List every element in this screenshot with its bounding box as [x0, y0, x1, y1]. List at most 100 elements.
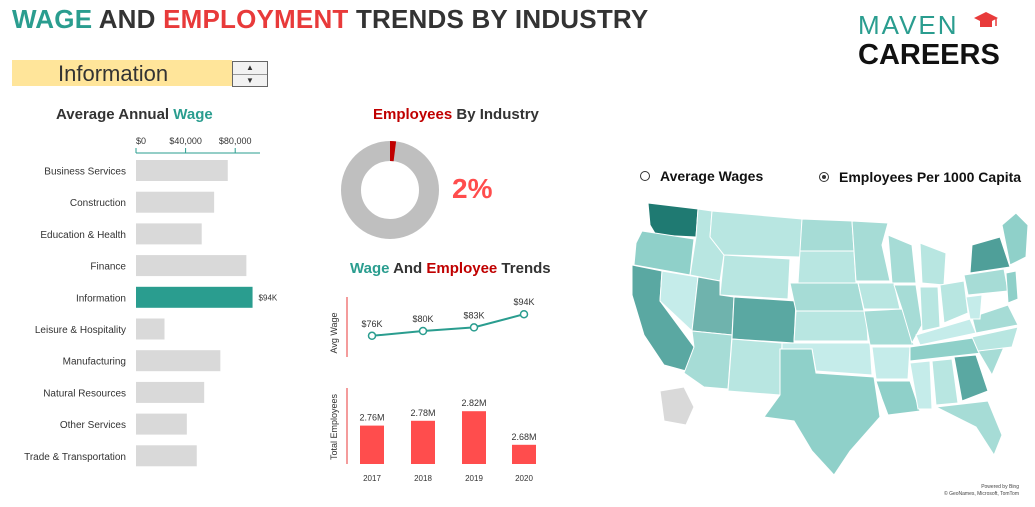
wage-bar [136, 318, 165, 340]
map-state-mo[interactable] [863, 308, 915, 346]
category-label: Other Services [60, 420, 126, 431]
maven-careers-logo: MAVEN CAREERS [858, 10, 1008, 71]
map-state-ia[interactable] [857, 282, 901, 310]
map-option-average-wages[interactable]: Average Wages [640, 168, 763, 184]
attribution-line1: Powered by Bing [981, 484, 1019, 490]
category-label: Education & Health [40, 230, 126, 241]
attribution-line2: © GeoNames, Microsoft, TomTom [944, 491, 1019, 497]
donut-slice-other [341, 141, 439, 239]
map-state-sd[interactable] [797, 250, 857, 284]
wage-bar [136, 223, 202, 245]
map-attribution: Powered by Bing © GeoNames, Microsoft, T… [944, 484, 1019, 498]
map-state-va[interactable] [971, 304, 1019, 334]
wage-trend-line [371, 313, 525, 337]
map-state-ga[interactable] [953, 354, 989, 402]
wage-line-chart: Avg Wage $76K $80K $83K $94K [329, 297, 535, 357]
map-state-mn[interactable] [851, 220, 891, 282]
category-label: Manufacturing [63, 357, 126, 368]
y-axis-label: Total Employees [329, 393, 339, 460]
category-label: Construction [70, 198, 126, 209]
employee-bar-label: 2.78M [410, 408, 435, 418]
map-state-ak[interactable] [659, 386, 695, 426]
employee-bar-label: 2.76M [359, 413, 384, 423]
wage-bar [136, 255, 247, 277]
map-state-wv[interactable] [965, 294, 983, 320]
donut-heading: Employees By Industry [373, 106, 539, 123]
y-axis-label: Avg Wage [329, 312, 339, 353]
map-state-new-england[interactable] [1001, 212, 1029, 266]
map-state-mi[interactable] [919, 242, 947, 286]
wage-point [418, 326, 428, 336]
map-option-average-wages-label: Average Wages [660, 168, 764, 184]
wage-bar [136, 160, 228, 181]
title-part-and: AND [92, 4, 164, 34]
map-state-oh[interactable] [939, 280, 969, 324]
map-state-wa[interactable] [647, 202, 699, 238]
employee-bar-label: 2.82M [461, 398, 486, 408]
category-label: Information [76, 293, 126, 304]
spinner-up-button[interactable]: ▲ [233, 62, 267, 75]
map-state-nm[interactable] [727, 338, 783, 396]
trends-heading: Wage And Employee Trends [350, 260, 551, 277]
map-state-mt[interactable] [709, 210, 803, 258]
wage-data-label: $94K [259, 293, 278, 302]
map-state-la[interactable] [875, 380, 921, 416]
wage-bar [136, 381, 205, 403]
map-state-nd[interactable] [799, 218, 855, 252]
map-option-employees-per-capita[interactable]: Employees Per 1000 Capita [819, 169, 1021, 185]
industry-select[interactable]: Information [12, 60, 232, 86]
wage-point-label: $83K [463, 310, 484, 320]
map-state-or[interactable] [633, 230, 695, 276]
map-state-al[interactable] [931, 358, 959, 406]
map-state-nj-md[interactable] [1005, 270, 1019, 304]
wage-bar [136, 350, 221, 372]
map-state-ks[interactable] [793, 310, 869, 342]
title-part-employment: EMPLOYMENT [163, 4, 349, 34]
map-state-tx[interactable] [763, 348, 881, 476]
map-state-ms[interactable] [909, 360, 933, 410]
page-title: WAGE AND EMPLOYMENT TRENDS BY INDUSTRY [12, 4, 648, 35]
industry-select-value: Information [58, 61, 169, 86]
wage-bar [136, 413, 187, 435]
map-state-ar[interactable] [871, 346, 911, 380]
industry-spinner[interactable]: ▲ ▼ [232, 61, 268, 87]
wage-bar [136, 286, 253, 308]
category-label: Natural Resources [43, 388, 126, 399]
map-state-nc[interactable] [971, 326, 1019, 352]
wage-point [519, 309, 529, 319]
map-state-fl[interactable] [934, 400, 1003, 457]
radio-employees-per-capita[interactable] [819, 172, 829, 183]
employee-bar [411, 420, 435, 464]
map-option-employees-label: Employees Per 1000 Capita [839, 169, 1022, 185]
map-state-wy[interactable] [719, 254, 791, 300]
x-tick-label: $80,000 [219, 136, 252, 146]
us-choropleth-map[interactable] [620, 195, 1030, 485]
donut-percent-label: 2% [452, 173, 493, 204]
wage-point [469, 323, 479, 332]
map-state-in[interactable] [919, 286, 941, 332]
x-tick-label: $40,000 [169, 136, 202, 146]
employees-donut-chart: 2% [341, 141, 493, 239]
x-tick-label: 2017 [363, 474, 381, 483]
map-state-ne[interactable] [789, 282, 865, 312]
wage-chart-heading-part2: Wage [173, 106, 213, 123]
category-label: Leisure & Hospitality [35, 325, 126, 336]
trends-heading-part1: Wage [350, 260, 390, 277]
donut-slice-selected [341, 141, 439, 239]
trends-heading-part2: And [389, 260, 427, 277]
radio-average-wages[interactable] [640, 171, 650, 182]
x-tick-label: 2019 [465, 474, 483, 483]
map-state-il[interactable] [893, 284, 923, 345]
map-state-co[interactable] [731, 296, 797, 344]
wage-point-label: $80K [412, 314, 433, 324]
map-state-wi[interactable] [887, 234, 917, 284]
map-state-az[interactable] [683, 330, 733, 390]
title-part-rest: TRENDS BY INDUSTRY [348, 4, 649, 34]
x-tick-label: $0 [136, 136, 146, 146]
employee-bar [360, 425, 384, 464]
map-state-sc[interactable] [977, 346, 1005, 377]
spinner-down-button[interactable]: ▼ [246, 76, 254, 85]
map-state-ny[interactable] [969, 236, 1011, 274]
x-tick-label: 2018 [414, 474, 432, 483]
wage-bar [136, 445, 197, 467]
